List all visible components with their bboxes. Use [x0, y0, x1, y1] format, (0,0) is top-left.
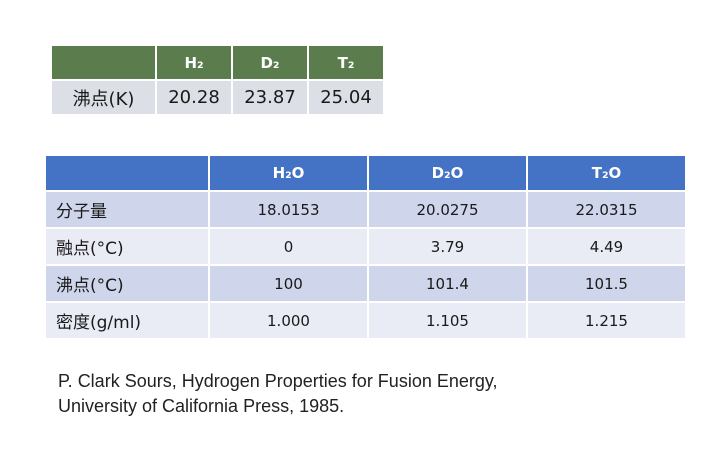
table2-cell: 4.49 [528, 229, 685, 264]
citation-line-1: P. Clark Sours, Hydrogen Properties for … [58, 371, 498, 391]
table1-cell-h2: 20.28 [157, 81, 231, 114]
table1-cell-t2: 25.04 [309, 81, 383, 114]
table1-cell-d2: 23.87 [233, 81, 307, 114]
table1-header-row: H₂ D₂ T₂ [52, 46, 383, 79]
table2-cell: 1.105 [369, 303, 526, 338]
table2-cell: 1.215 [528, 303, 685, 338]
water-isotope-properties-table: H₂O D₂O T₂O 分子量 18.0153 20.0275 22.0315 … [44, 154, 687, 340]
table2-cell: 0 [210, 229, 367, 264]
boiling-point-hydrogen-table: H₂ D₂ T₂ 沸点(K) 20.28 23.87 25.04 [50, 44, 385, 116]
table-row: 分子量 18.0153 20.0275 22.0315 [46, 192, 685, 227]
table2-row-label-molecular-weight: 分子量 [46, 192, 208, 227]
source-citation: P. Clark Sours, Hydrogen Properties for … [58, 369, 658, 419]
table2-cell: 22.0315 [528, 192, 685, 227]
table2-header-h2o: H₂O [210, 156, 367, 190]
table1-header-t2: T₂ [309, 46, 383, 79]
table2-cell: 3.79 [369, 229, 526, 264]
table2-cell: 101.5 [528, 266, 685, 301]
table2-header-d2o: D₂O [369, 156, 526, 190]
table-row: 融点(°C) 0 3.79 4.49 [46, 229, 685, 264]
table2-header-t2o: T₂O [528, 156, 685, 190]
table2-cell: 101.4 [369, 266, 526, 301]
table-row: 沸点(K) 20.28 23.87 25.04 [52, 81, 383, 114]
citation-line-2: University of California Press, 1985. [58, 396, 345, 416]
table1-header-h2: H₂ [157, 46, 231, 79]
table2-cell: 100 [210, 266, 367, 301]
table2-header-empty [46, 156, 208, 190]
table-row: 密度(g/ml) 1.000 1.105 1.215 [46, 303, 685, 338]
table-row: 沸点(°C) 100 101.4 101.5 [46, 266, 685, 301]
table2-row-label-boiling-point: 沸点(°C) [46, 266, 208, 301]
table2-header-row: H₂O D₂O T₂O [46, 156, 685, 190]
table2-row-label-density: 密度(g/ml) [46, 303, 208, 338]
table2-cell: 18.0153 [210, 192, 367, 227]
table2-cell: 20.0275 [369, 192, 526, 227]
table2-cell: 1.000 [210, 303, 367, 338]
table1-row-label: 沸点(K) [52, 81, 155, 114]
table1-header-empty [52, 46, 155, 79]
table1-header-d2: D₂ [233, 46, 307, 79]
table2-row-label-melting-point: 融点(°C) [46, 229, 208, 264]
